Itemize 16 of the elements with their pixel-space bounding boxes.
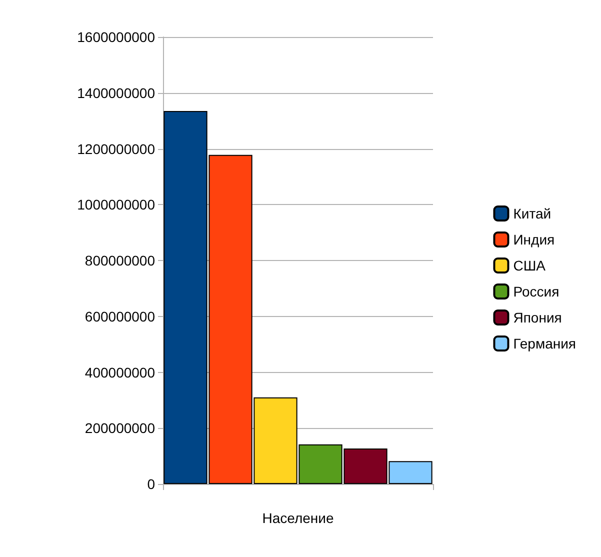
legend-label: Китай: [513, 206, 552, 222]
y-tick-label: 800000000: [84, 252, 156, 268]
y-tick-label: 0: [147, 476, 156, 492]
y-tick-label: 200000000: [84, 420, 156, 436]
legend-label: США: [513, 258, 546, 274]
legend-label: Япония: [513, 310, 562, 326]
y-tick-label: 1200000000: [77, 140, 156, 157]
legend-label: Россия: [513, 284, 560, 300]
legend-label: Германия: [513, 336, 576, 352]
y-tick-label: 1400000000: [77, 84, 156, 101]
legend-label: Индия: [513, 232, 555, 248]
x-axis-title: Население: [262, 510, 334, 526]
y-tick-label: 1000000000: [77, 196, 156, 213]
y-tick-label: 1600000000: [77, 29, 156, 45]
y-tick-label: 400000000: [84, 364, 156, 380]
y-tick-label: 600000000: [84, 308, 156, 324]
